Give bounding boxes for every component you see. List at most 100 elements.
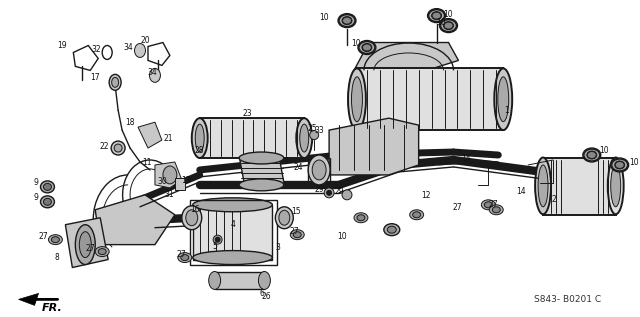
Text: 24: 24 [293,164,303,172]
Ellipse shape [410,210,424,220]
Ellipse shape [484,202,492,208]
Text: 4: 4 [230,220,235,229]
Text: 9: 9 [33,193,38,202]
Ellipse shape [215,237,220,242]
Ellipse shape [339,15,355,27]
Text: S843- B0201 C: S843- B0201 C [534,295,602,304]
Text: 8: 8 [54,253,59,262]
Text: 25: 25 [307,124,317,133]
Ellipse shape [351,77,362,122]
Text: 1: 1 [504,106,509,115]
Ellipse shape [326,191,332,195]
Ellipse shape [387,226,396,233]
Ellipse shape [49,235,62,245]
Text: 10: 10 [628,158,639,167]
Ellipse shape [209,271,221,289]
Text: 23: 23 [243,109,252,118]
Polygon shape [239,158,284,185]
Ellipse shape [481,200,495,210]
Ellipse shape [51,237,60,243]
Polygon shape [357,68,503,130]
Polygon shape [155,162,182,188]
Ellipse shape [134,43,145,57]
Ellipse shape [310,131,319,139]
Text: 28: 28 [195,146,204,154]
Text: 7: 7 [283,158,288,166]
Text: 27: 27 [177,250,187,259]
Text: 15: 15 [291,207,301,216]
Ellipse shape [611,165,621,207]
Text: 19: 19 [58,41,67,50]
Text: 11: 11 [142,158,152,167]
Text: 17: 17 [90,73,100,82]
Bar [190,200,277,264]
Ellipse shape [498,77,509,122]
Text: 20: 20 [140,36,150,45]
Ellipse shape [239,152,284,164]
Text: 27: 27 [86,244,95,253]
Text: 29: 29 [334,187,344,196]
Text: 27: 27 [488,200,498,209]
Text: 26: 26 [262,292,271,301]
Text: 13: 13 [181,176,191,185]
Text: 34: 34 [123,43,133,52]
Ellipse shape [538,165,548,207]
Text: 16: 16 [190,205,200,214]
Text: FR.: FR. [42,303,63,313]
Bar [193,205,273,260]
Ellipse shape [428,9,445,23]
Ellipse shape [150,68,161,82]
Ellipse shape [440,20,456,32]
Ellipse shape [275,207,293,229]
Text: 22: 22 [99,142,109,151]
Ellipse shape [111,77,118,87]
Text: 9: 9 [33,178,38,187]
Ellipse shape [279,210,290,225]
Ellipse shape [300,124,308,152]
Ellipse shape [44,198,51,205]
Text: 18: 18 [125,118,135,127]
Text: 21: 21 [163,133,173,143]
Ellipse shape [186,210,198,226]
Ellipse shape [429,10,445,22]
Ellipse shape [494,68,512,130]
Ellipse shape [213,235,222,244]
Ellipse shape [354,213,368,223]
Ellipse shape [535,158,551,214]
Text: 2: 2 [552,195,556,204]
Ellipse shape [114,144,122,152]
Ellipse shape [587,151,596,159]
Text: 14: 14 [516,187,526,196]
Ellipse shape [40,196,54,208]
Polygon shape [329,118,419,175]
Polygon shape [354,42,458,85]
Ellipse shape [338,14,356,28]
Text: 10: 10 [443,10,452,19]
Ellipse shape [195,124,204,152]
Ellipse shape [109,74,121,90]
Text: 10: 10 [599,146,609,154]
Text: 31: 31 [164,190,173,199]
Polygon shape [138,122,162,148]
Text: 14: 14 [461,153,471,163]
Ellipse shape [291,230,304,240]
Text: 27: 27 [452,203,462,212]
Text: 27: 27 [38,232,48,241]
Text: 34: 34 [147,68,157,77]
Ellipse shape [192,118,208,158]
Polygon shape [200,118,304,158]
Ellipse shape [79,232,92,258]
Text: 5: 5 [212,242,217,251]
Ellipse shape [44,184,51,191]
Ellipse shape [608,158,623,214]
Ellipse shape [324,188,334,198]
Ellipse shape [296,118,312,158]
Ellipse shape [357,215,365,221]
Polygon shape [214,271,264,289]
Ellipse shape [492,207,500,213]
Ellipse shape [239,179,284,191]
Ellipse shape [358,41,376,55]
Ellipse shape [163,166,177,184]
Polygon shape [19,294,38,305]
Ellipse shape [413,212,420,218]
